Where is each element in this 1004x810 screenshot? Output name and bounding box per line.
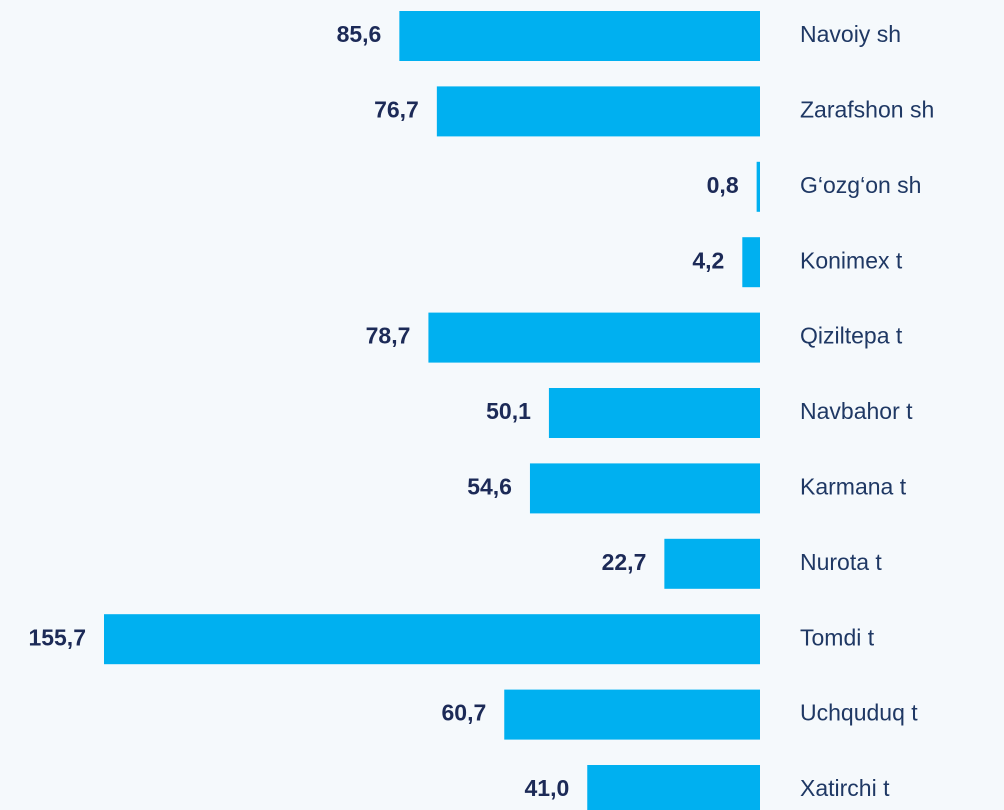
category-label: Uchquduq t [800,700,918,726]
bar [548,388,760,438]
value-label: 60,7 [441,700,486,726]
category-label: Xatirchi t [800,775,890,801]
value-label: 78,7 [366,323,411,349]
value-label: 54,6 [467,473,512,499]
bar [664,538,760,589]
bar [504,689,760,740]
value-label: 22,7 [602,549,647,575]
value-label: 4,2 [692,247,724,273]
value-label: 50,1 [486,398,531,424]
value-label: 0,8 [707,172,739,198]
category-label: Karmana t [800,473,907,499]
category-label: Navoiy sh [800,21,901,47]
bar [742,237,760,288]
category-label: Qiziltepa t [800,323,903,349]
bar [587,765,760,810]
category-label: Konimex t [800,247,903,273]
value-label: 41,0 [524,775,569,801]
category-label: Zarafshon sh [800,96,934,122]
category-label: G‘ozg‘on sh [800,172,921,198]
value-label: 76,7 [374,96,419,122]
bar [104,614,760,665]
bar [756,161,760,212]
value-label: 155,7 [28,624,86,650]
category-label: Navbahor t [800,398,913,424]
bar [529,463,760,514]
bar [428,312,760,363]
bar [436,86,760,137]
bar [399,11,760,61]
category-label: Tomdi t [800,624,875,650]
category-label: Nurota t [800,549,882,575]
value-label: 85,6 [337,21,382,47]
